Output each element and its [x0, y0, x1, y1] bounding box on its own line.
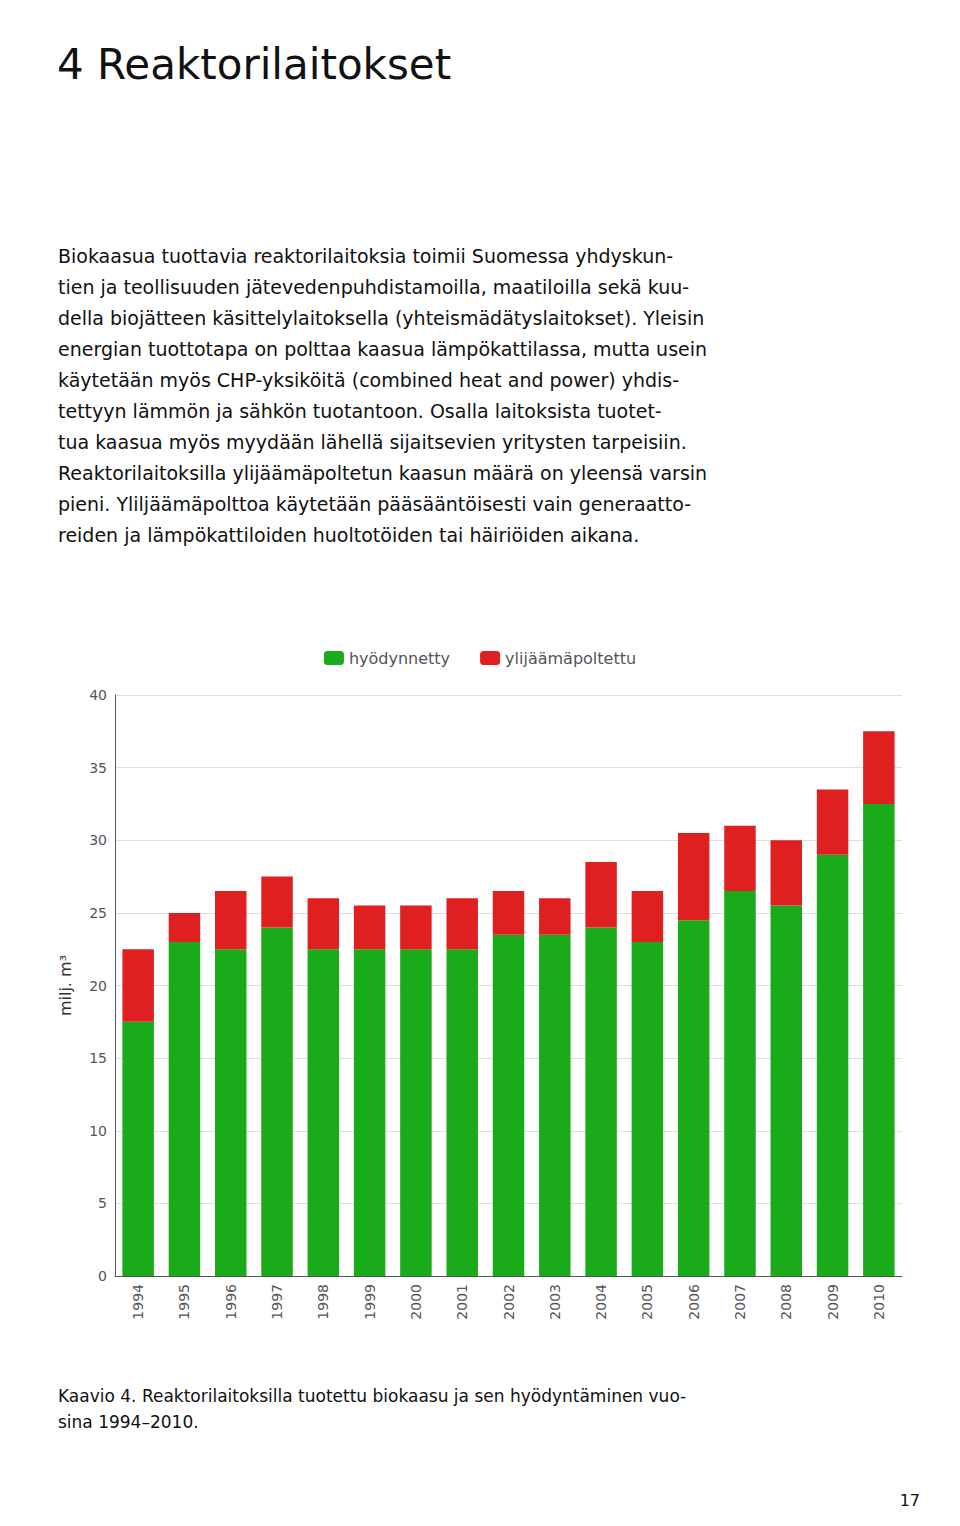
- svg-text:10: 10: [89, 1123, 107, 1139]
- svg-text:30: 30: [89, 832, 107, 848]
- svg-text:2004: 2004: [593, 1284, 609, 1320]
- svg-text:5: 5: [98, 1195, 107, 1211]
- svg-text:0: 0: [98, 1268, 107, 1284]
- svg-text:tua kaasua myös myydään lähell: tua kaasua myös myydään lähellä sijaitse…: [58, 431, 687, 453]
- svg-text:15: 15: [89, 1050, 107, 1066]
- svg-text:2002: 2002: [501, 1284, 517, 1320]
- svg-text:tien ja teollisuuden jäteveden: tien ja teollisuuden jätevedenpuhdistamo…: [58, 276, 689, 298]
- svg-text:ylijäämäpoltettu: ylijäämäpoltettu: [505, 649, 636, 668]
- svg-text:2010: 2010: [871, 1284, 887, 1320]
- svg-text:35: 35: [89, 760, 107, 776]
- svg-text:hyödynnetty: hyödynnetty: [349, 649, 450, 668]
- svg-text:pieni. Yliljäämäpolttoa käytet: pieni. Yliljäämäpolttoa käytetään pääsää…: [58, 493, 691, 515]
- svg-text:Kaavio 4. Reaktorilaitoksilla: Kaavio 4. Reaktorilaitoksilla tuotettu b…: [58, 1386, 686, 1406]
- svg-text:2007: 2007: [732, 1284, 748, 1320]
- svg-text:40: 40: [89, 687, 107, 703]
- svg-text:1998: 1998: [315, 1284, 331, 1320]
- svg-text:käytetään myös CHP-yksiköitä (: käytetään myös CHP-yksiköitä (combined h…: [58, 369, 679, 391]
- svg-text:della biojätteen käsittelylait: della biojätteen käsittelylaitoksella (y…: [58, 307, 704, 329]
- svg-text:Reaktorilaitoksilla ylijäämäpo: Reaktorilaitoksilla ylijäämäpoltetun kaa…: [58, 462, 707, 484]
- svg-text:17: 17: [900, 1491, 920, 1510]
- svg-text:1995: 1995: [176, 1284, 192, 1320]
- svg-text:2000: 2000: [408, 1284, 424, 1320]
- svg-text:reiden ja lämpökattiloiden huo: reiden ja lämpökattiloiden huoltotöiden …: [58, 524, 639, 546]
- svg-text:Biokaasua tuottavia reaktorila: Biokaasua tuottavia reaktorilaitoksia to…: [58, 245, 673, 267]
- svg-text:2006: 2006: [686, 1284, 702, 1320]
- svg-text:1999: 1999: [362, 1284, 378, 1320]
- svg-text:2003: 2003: [547, 1284, 563, 1320]
- svg-text:2008: 2008: [778, 1284, 794, 1320]
- svg-text:4 Reaktorilaitokset: 4 Reaktorilaitokset: [57, 40, 451, 89]
- svg-text:25: 25: [89, 905, 107, 921]
- svg-text:2001: 2001: [454, 1284, 470, 1320]
- svg-text:energian tuottotapa on polttaa: energian tuottotapa on polttaa kaasua lä…: [58, 338, 707, 360]
- svg-text:sina 1994–2010.: sina 1994–2010.: [58, 1412, 199, 1432]
- svg-text:tettyyn lämmön ja sähkön tuota: tettyyn lämmön ja sähkön tuotantoon. Osa…: [58, 400, 662, 422]
- svg-text:2005: 2005: [639, 1284, 655, 1320]
- svg-text:20: 20: [89, 978, 107, 994]
- svg-text:1997: 1997: [269, 1284, 285, 1320]
- svg-text:milj. m³: milj. m³: [56, 955, 75, 1016]
- svg-text:1996: 1996: [223, 1284, 239, 1320]
- svg-text:2009: 2009: [825, 1284, 841, 1320]
- svg-text:1994: 1994: [130, 1284, 146, 1320]
